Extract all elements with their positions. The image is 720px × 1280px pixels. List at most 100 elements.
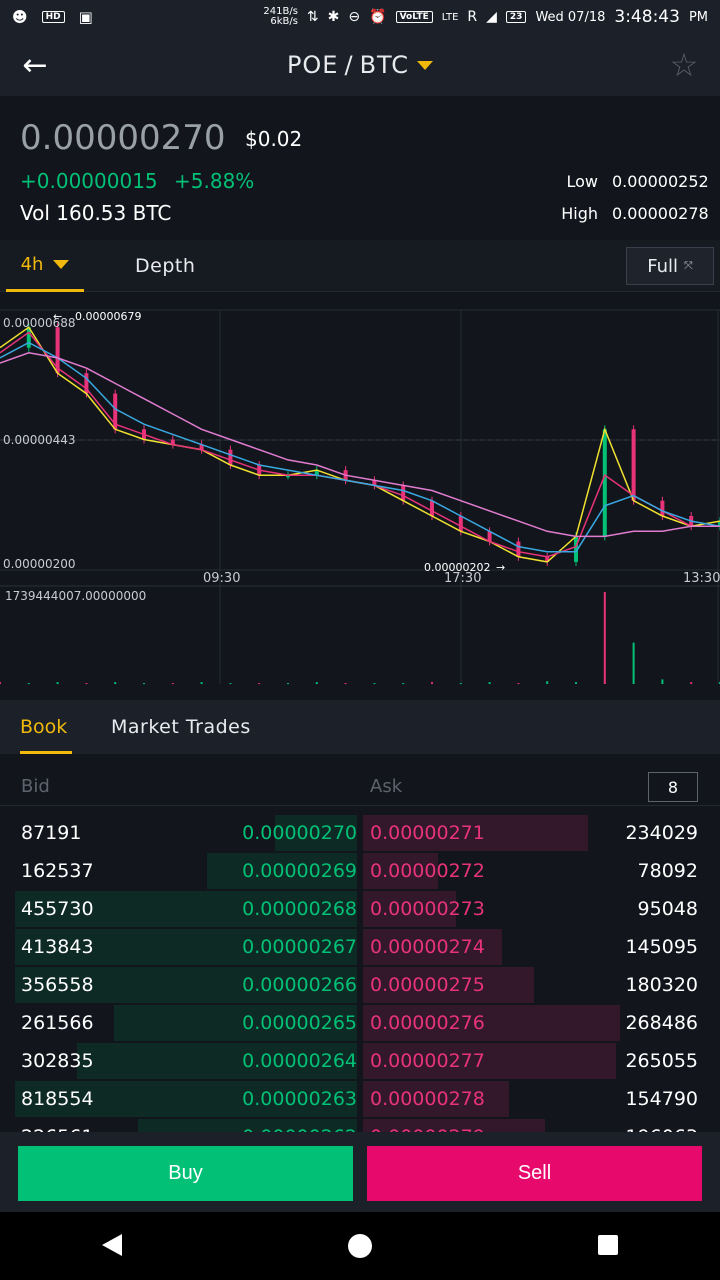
ask-price: 0.00000272: [370, 860, 485, 882]
book-row[interactable]: 302835 0.00000264 0.00000277 265055: [0, 1042, 720, 1080]
y-tick-label: 0.00000443: [3, 433, 76, 447]
precision-selector[interactable]: 8: [648, 772, 698, 802]
candle-body: [286, 475, 290, 478]
bid-qty: 356558: [21, 974, 94, 996]
candle-body: [458, 516, 463, 532]
ask-price: 0.00000271: [370, 822, 485, 844]
candle-body: [487, 531, 492, 542]
system-nav-bar: [0, 1212, 720, 1280]
status-ampm: PM: [688, 9, 708, 25]
sell-button[interactable]: Sell: [367, 1146, 702, 1201]
ask-qty: 78092: [637, 860, 698, 882]
bid-qty: 261566: [21, 1012, 94, 1034]
ask-price: 0.00000277: [370, 1050, 485, 1072]
book-row[interactable]: 818554 0.00000263 0.00000278 154790: [0, 1080, 720, 1118]
volume-bar: [27, 683, 30, 685]
expand-icon: ⤧: [683, 259, 693, 272]
candle-body: [113, 393, 118, 430]
ask-price: 0.00000279: [370, 1126, 485, 1132]
interval-caret-icon: [53, 260, 70, 269]
change-percent: +5.88%: [174, 169, 255, 193]
nav-home-icon[interactable]: [348, 1234, 372, 1258]
bid-price: 0.00000262: [242, 1126, 357, 1132]
book-row[interactable]: 162537 0.00000269 0.00000272 78092: [0, 852, 720, 890]
volume-bar: [143, 683, 145, 685]
last-price: 0.00000270: [20, 118, 226, 158]
volume-bar: [200, 682, 203, 684]
candle-body: [55, 327, 60, 374]
candle-body: [199, 444, 204, 450]
bid-depth-bar: [206, 853, 357, 889]
volume-bar: [402, 683, 405, 685]
ask-price: 0.00000278: [370, 1088, 485, 1110]
ask-depth-bar: [363, 891, 456, 927]
volume-max-label: 1739444007.00000000: [5, 589, 146, 603]
x-tick-label: 17:30: [444, 571, 481, 586]
volume-bar: [690, 682, 693, 684]
favorite-button[interactable]: ☆: [666, 46, 702, 84]
book-row[interactable]: 455730 0.00000268 0.00000273 95048: [0, 890, 720, 928]
book-row[interactable]: 261566 0.00000265 0.00000276 268486: [0, 1004, 720, 1042]
pair-base: POE: [286, 51, 339, 79]
bid-header: Bid: [21, 776, 50, 797]
book-row[interactable]: 87191 0.00000270 0.00000271 234029: [0, 814, 720, 852]
full-label: Full: [647, 255, 678, 277]
ask-depth-bar: [363, 967, 535, 1003]
low-marker-label: 0.00000202: [424, 561, 490, 574]
bid-price: 0.00000269: [242, 860, 357, 882]
y-tick-label: 0.00000688: [3, 316, 76, 330]
interval-selector[interactable]: 4h: [6, 240, 84, 292]
nav-recents-icon[interactable]: [598, 1235, 618, 1255]
nav-back-icon[interactable]: [102, 1234, 122, 1256]
action-bar: Buy Sell: [0, 1132, 720, 1212]
y-tick-label: 0.00000200: [3, 557, 76, 571]
series-line: [0, 331, 720, 558]
series-line: [0, 341, 720, 553]
smiley-notification-icon: ☻: [12, 8, 28, 26]
ask-qty: 234029: [625, 822, 698, 844]
fullscreen-button[interactable]: Full ⤧: [626, 247, 714, 285]
candle-body: [574, 536, 578, 562]
bid-depth-bar: [274, 815, 357, 851]
book-row[interactable]: 226561 0.00000262 0.00000279 196063: [0, 1118, 720, 1132]
tab-depth[interactable]: Depth: [135, 255, 196, 277]
low-row: Low 0.00000252: [566, 172, 709, 191]
bid-price: 0.00000264: [242, 1050, 357, 1072]
bid-depth-bar: [15, 929, 357, 965]
ask-qty: 265055: [625, 1050, 698, 1072]
x-tick-label: 13:30: [683, 571, 720, 586]
pair-quote: BTC: [359, 51, 410, 79]
volume-bar: [0, 682, 1, 684]
tab-book[interactable]: Book: [20, 700, 73, 754]
status-bar: ☻ HD ▣ 241B/s 6kB/s ⇅ ✱ ⊖ ⏰ VoLTE LTE R …: [0, 0, 720, 34]
ask-depth-bar: [363, 815, 588, 851]
ask-qty: 154790: [625, 1088, 698, 1110]
ask-depth-bar: [363, 853, 438, 889]
candle-body: [170, 439, 175, 445]
high-row: High 0.00000278: [561, 204, 708, 223]
tab-market-trades[interactable]: Market Trades: [111, 716, 251, 738]
alarm-icon: ⏰: [369, 9, 387, 25]
candle-body: [718, 521, 720, 527]
ask-price: 0.00000275: [370, 974, 485, 996]
bid-depth-bar: [15, 967, 357, 1003]
back-button[interactable]: ←: [18, 48, 52, 83]
buy-button[interactable]: Buy: [18, 1146, 353, 1201]
volume-bar: [344, 683, 347, 685]
candle-body: [516, 541, 521, 557]
signal-icon: ◢: [486, 9, 497, 25]
book-row[interactable]: 356558 0.00000266 0.00000275 180320: [0, 966, 720, 1004]
order-book-header: Bid Ask 8: [0, 754, 720, 806]
bid-price: 0.00000266: [242, 974, 357, 996]
pair-selector[interactable]: POE / BTC: [286, 51, 434, 79]
bid-qty: 818554: [21, 1088, 94, 1110]
price-chart[interactable]: 0.00000688 0.00000443 0.00000200 09:30 1…: [0, 292, 720, 694]
book-row[interactable]: 413843 0.00000267 0.00000274 145095: [0, 928, 720, 966]
ask-depth-bar: [363, 1081, 510, 1117]
bid-qty: 87191: [21, 822, 82, 844]
status-date: Wed 07/18: [535, 9, 606, 25]
volume-bar: [373, 683, 376, 685]
volume-bar: [229, 683, 232, 685]
bid-price: 0.00000265: [242, 1012, 357, 1034]
low-value: 0.00000252: [612, 172, 709, 191]
